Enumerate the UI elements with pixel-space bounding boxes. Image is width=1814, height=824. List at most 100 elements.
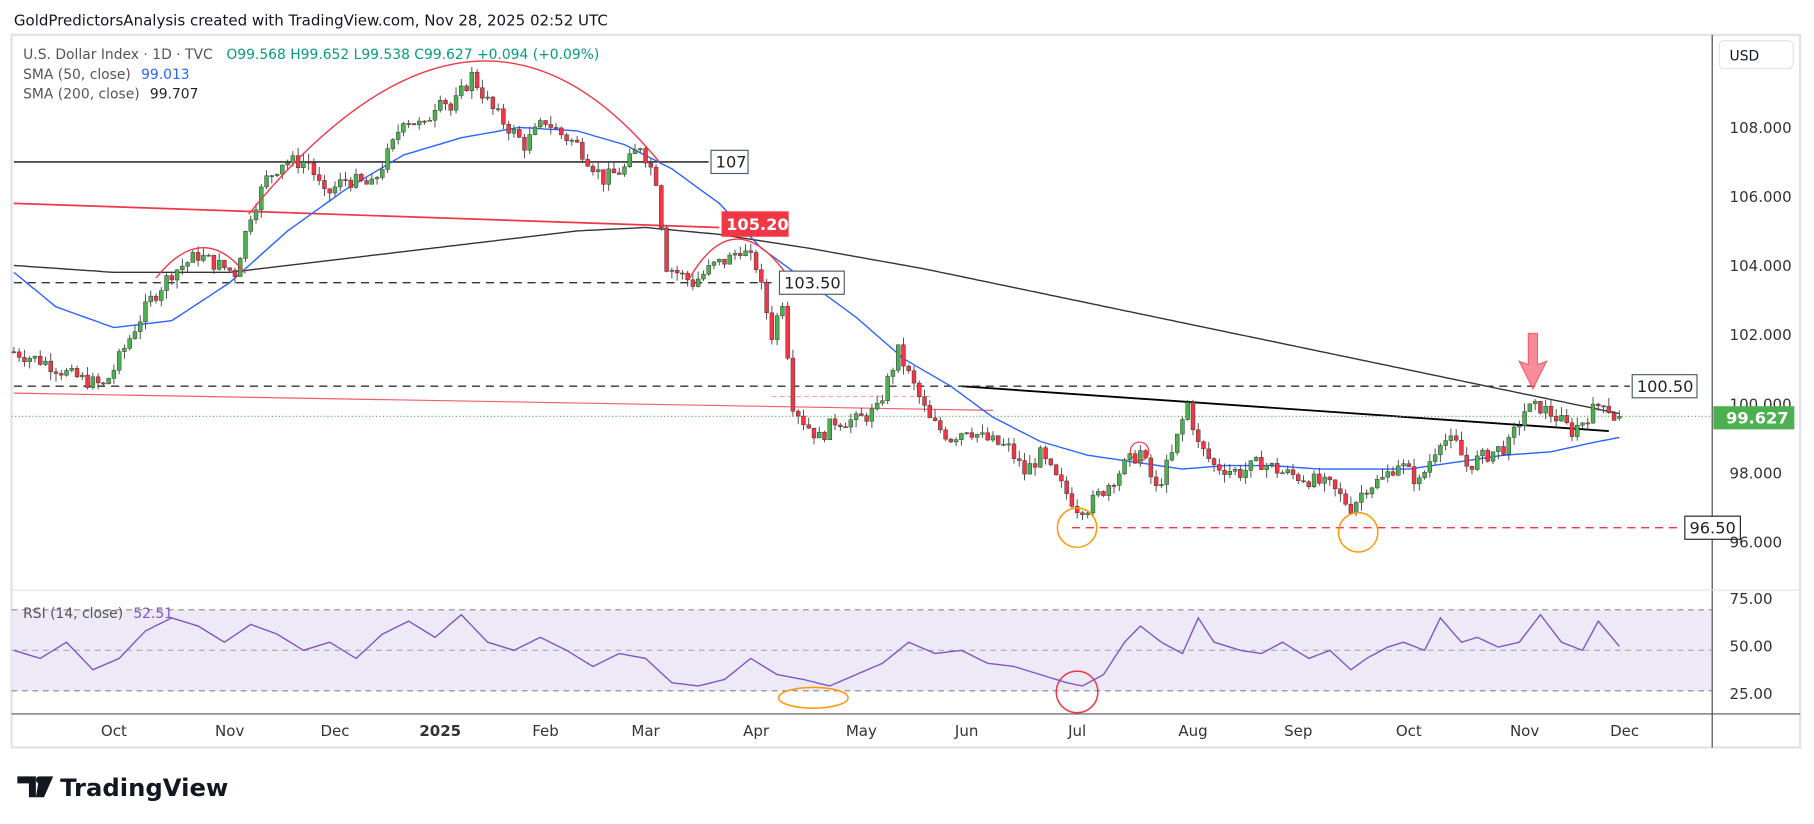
candle[interactable]	[874, 395, 880, 411]
candle[interactable]	[948, 437, 954, 444]
candle[interactable]	[1475, 450, 1480, 472]
legend-sma200[interactable]: SMA (200, close) 99.707	[23, 86, 198, 102]
candle[interactable]	[1164, 454, 1169, 493]
candle[interactable]	[1422, 470, 1427, 480]
candle[interactable]	[617, 167, 622, 175]
candle[interactable]	[195, 246, 201, 267]
candle[interactable]	[1011, 438, 1017, 464]
candle[interactable]	[1332, 479, 1338, 497]
candle[interactable]	[106, 377, 111, 385]
candle[interactable]	[1427, 453, 1433, 478]
candle[interactable]	[795, 409, 801, 425]
candle[interactable]	[1296, 472, 1301, 484]
candle[interactable]	[969, 427, 975, 441]
candle[interactable]	[1375, 474, 1380, 490]
candle[interactable]	[680, 269, 685, 280]
candle[interactable]	[674, 265, 680, 281]
currency-button[interactable]	[1718, 40, 1794, 69]
candle[interactable]	[216, 253, 222, 271]
candle[interactable]	[1253, 455, 1259, 462]
candle[interactable]	[1159, 478, 1164, 489]
candle[interactable]	[90, 372, 96, 390]
candle[interactable]	[953, 437, 959, 447]
candle[interactable]	[495, 103, 501, 112]
candle[interactable]	[917, 380, 922, 404]
rsi-red-circle[interactable]	[1055, 670, 1099, 714]
candle[interactable]	[1211, 457, 1217, 472]
candle[interactable]	[1522, 403, 1527, 431]
candle[interactable]	[564, 132, 569, 146]
candle[interactable]	[996, 435, 1001, 446]
candle[interactable]	[59, 369, 64, 380]
candle[interactable]	[1038, 445, 1043, 468]
candle[interactable]	[753, 249, 759, 273]
candle[interactable]	[148, 290, 153, 307]
candle[interactable]	[1406, 459, 1411, 468]
candle[interactable]	[1511, 422, 1517, 445]
candle[interactable]	[1469, 465, 1475, 475]
candle[interactable]	[453, 87, 459, 114]
candle[interactable]	[1448, 428, 1454, 449]
candle[interactable]	[485, 90, 490, 101]
candle[interactable]	[16, 348, 22, 362]
candle[interactable]	[1096, 488, 1101, 498]
candle[interactable]	[411, 123, 417, 126]
candle[interactable]	[1122, 457, 1127, 476]
candle[interactable]	[27, 355, 32, 369]
candle[interactable]	[732, 249, 738, 260]
candle[interactable]	[801, 409, 806, 431]
candle[interactable]	[1180, 416, 1185, 442]
candle[interactable]	[390, 137, 396, 152]
candle[interactable]	[569, 138, 575, 146]
candle[interactable]	[53, 367, 59, 382]
candle[interactable]	[169, 272, 174, 286]
candle[interactable]	[490, 95, 496, 115]
candle[interactable]	[1380, 469, 1385, 481]
candle[interactable]	[311, 158, 317, 181]
candle[interactable]	[885, 373, 890, 405]
candle[interactable]	[706, 259, 711, 276]
candle[interactable]	[1401, 459, 1406, 475]
candle[interactable]	[690, 274, 696, 291]
candle[interactable]	[95, 373, 101, 390]
candle[interactable]	[1275, 458, 1280, 478]
candle[interactable]	[111, 364, 117, 384]
candle[interactable]	[1606, 398, 1612, 414]
legend-sma50[interactable]: SMA (50, close) 99.013	[23, 67, 190, 83]
candle[interactable]	[538, 117, 543, 130]
candle[interactable]	[1343, 489, 1348, 507]
candle[interactable]	[1043, 445, 1048, 465]
candle[interactable]	[432, 103, 438, 128]
candle[interactable]	[1411, 458, 1417, 492]
candle[interactable]	[459, 79, 464, 100]
candle[interactable]	[1022, 452, 1027, 481]
candle[interactable]	[701, 270, 706, 281]
candle[interactable]	[932, 409, 938, 422]
candle[interactable]	[764, 278, 769, 320]
candle[interactable]	[911, 365, 917, 391]
candle[interactable]	[643, 146, 648, 168]
candle[interactable]	[1359, 485, 1364, 511]
candle[interactable]	[38, 350, 43, 366]
candle[interactable]	[222, 259, 227, 271]
black-trendline[interactable]	[961, 385, 1609, 433]
candle[interactable]	[85, 367, 90, 390]
candle[interactable]	[316, 166, 322, 186]
red-support-line[interactable]	[13, 392, 993, 411]
candle[interactable]	[1517, 420, 1522, 436]
candle[interactable]	[817, 426, 822, 439]
candle[interactable]	[553, 122, 559, 129]
candle[interactable]	[164, 273, 169, 299]
candle[interactable]	[532, 123, 538, 136]
candle[interactable]	[1206, 441, 1211, 463]
candle[interactable]	[1369, 486, 1375, 499]
candle[interactable]	[269, 174, 275, 184]
candle[interactable]	[1153, 470, 1159, 492]
candle[interactable]	[838, 422, 843, 431]
candle[interactable]	[374, 175, 380, 185]
candle[interactable]	[190, 250, 196, 263]
candle[interactable]	[438, 95, 443, 113]
candle[interactable]	[185, 261, 190, 273]
candle[interactable]	[606, 161, 611, 191]
candle[interactable]	[1611, 410, 1617, 421]
